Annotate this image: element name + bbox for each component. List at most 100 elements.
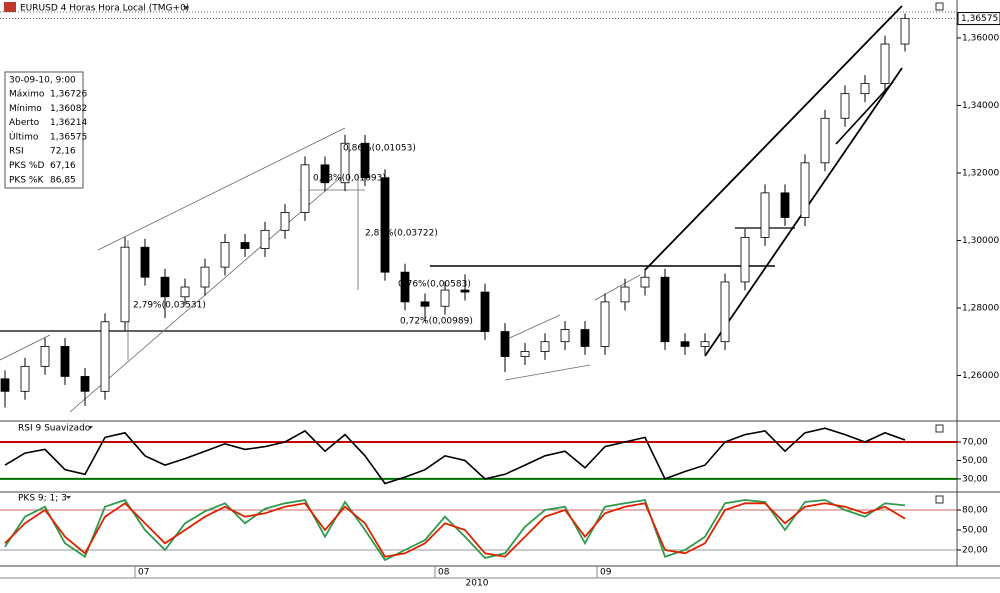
- x-tick-label: 07: [138, 568, 149, 578]
- last-price-label: 1,36575: [961, 14, 998, 24]
- annotation: 2,81%(0,03722): [365, 229, 438, 239]
- trend-line[interactable]: [504, 314, 561, 341]
- info-value: 67,16: [50, 161, 76, 171]
- candle-body: [540, 341, 550, 352]
- candle-body: [400, 271, 410, 303]
- last-price-box: [957, 12, 1000, 26]
- maximize-button[interactable]: [935, 424, 944, 433]
- candle-body: [240, 242, 250, 249]
- candle-body: [800, 162, 810, 218]
- indicator-line: [4, 502, 906, 558]
- candle-body: [760, 192, 770, 238]
- info-label: Máximo: [9, 90, 45, 100]
- indicator-line: [4, 427, 906, 485]
- candle-body: [80, 376, 90, 392]
- candle-body: [720, 281, 730, 343]
- candle-body: [0, 378, 10, 392]
- candle-body: [120, 246, 130, 323]
- annotation: 0,83%(0,01093): [313, 174, 386, 184]
- y-tick-label: 1,34000: [962, 101, 999, 111]
- candle-body: [40, 346, 50, 367]
- info-label: Mínimo: [9, 104, 42, 114]
- candle-body: [20, 365, 30, 392]
- candle-body: [340, 142, 350, 184]
- candle-body: [560, 329, 570, 343]
- candles: [0, 13, 910, 408]
- y-tick-label: 20,00: [962, 546, 988, 556]
- y-tick-label: 80,00: [962, 506, 988, 516]
- trend-line[interactable]: [0, 334, 51, 361]
- candle-body: [600, 301, 610, 347]
- candle-body: [480, 291, 490, 332]
- candle-body: [780, 192, 790, 218]
- candle-body: [360, 142, 370, 179]
- candle-body: [420, 301, 430, 307]
- panel-dropdown[interactable]: [88, 426, 93, 429]
- candle-body: [220, 242, 230, 268]
- candle-body: [60, 346, 70, 377]
- info-value: 72,16: [50, 147, 76, 157]
- info-label: Último: [9, 130, 39, 142]
- info-label: Aberto: [9, 118, 40, 128]
- x-tick-label: 08: [438, 568, 450, 578]
- info-label: PKS %K: [9, 175, 44, 185]
- panel-title: RSI 9 Suavizado: [18, 424, 91, 434]
- candle-body: [200, 266, 210, 288]
- app-icon: [4, 2, 16, 12]
- annotation: 2,79%(0,03531): [133, 301, 206, 311]
- trend-line[interactable]: [594, 274, 641, 301]
- candle-body: [100, 321, 110, 392]
- info-box-frame: [4, 71, 84, 189]
- candle-body: [440, 289, 450, 307]
- annotation: 0,86%(0,01053): [343, 144, 416, 154]
- y-tick-label: 1,36000: [962, 33, 999, 43]
- chart-title: EURUSD 4 Horas Hora Local (TMG+0): [20, 4, 189, 14]
- candle-body: [520, 351, 530, 357]
- y-tick-label: 1,32000: [962, 168, 999, 178]
- candle-body: [620, 286, 630, 303]
- y-tick-label: 50,00: [962, 456, 988, 466]
- info-value: 86,85: [50, 175, 76, 185]
- panel-title: PKS 9; 1; 3: [18, 494, 67, 504]
- candle-body: [160, 276, 170, 298]
- candle-body: [260, 229, 270, 249]
- candle-body: [580, 329, 590, 347]
- candle-body: [180, 286, 190, 298]
- y-tick-label: 1,28000: [962, 303, 999, 313]
- candle-body: [860, 83, 870, 95]
- info-value: 1,36726: [50, 90, 87, 100]
- trend-line[interactable]: [97, 127, 346, 251]
- annotation: 0,72%(0,00989): [400, 317, 473, 327]
- candle-body: [660, 276, 670, 343]
- candle-body: [460, 289, 470, 293]
- y-tick-label: 70,00: [962, 438, 988, 448]
- candle-body: [640, 276, 650, 288]
- y-tick-label: 1,26000: [962, 371, 999, 381]
- trend-line[interactable]: [504, 364, 591, 381]
- candle-body: [280, 212, 290, 231]
- x-year-label: 2010: [466, 579, 489, 589]
- maximize-button[interactable]: [935, 495, 944, 504]
- candle-body: [680, 341, 690, 347]
- title-dropdown[interactable]: [183, 6, 189, 10]
- candle-body: [500, 331, 510, 357]
- info-label: RSI: [9, 147, 24, 157]
- candle-body: [740, 237, 750, 283]
- candle-body: [140, 246, 150, 278]
- candle-body: [840, 93, 850, 119]
- info-value: 1,36575: [50, 132, 87, 142]
- candle-body: [700, 341, 710, 347]
- panel-dropdown[interactable]: [66, 496, 71, 499]
- candle-body: [880, 43, 890, 84]
- info-value: 1,36214: [50, 118, 87, 128]
- info-date: 30-09-10, 9:00: [9, 76, 76, 86]
- annotation: 0,76%(0,00583): [398, 280, 471, 290]
- maximize-button[interactable]: [935, 2, 944, 11]
- channel-line[interactable]: [835, 81, 894, 145]
- candle-body: [300, 164, 310, 213]
- channel-line[interactable]: [644, 5, 903, 271]
- x-tick-label: 09: [600, 568, 612, 578]
